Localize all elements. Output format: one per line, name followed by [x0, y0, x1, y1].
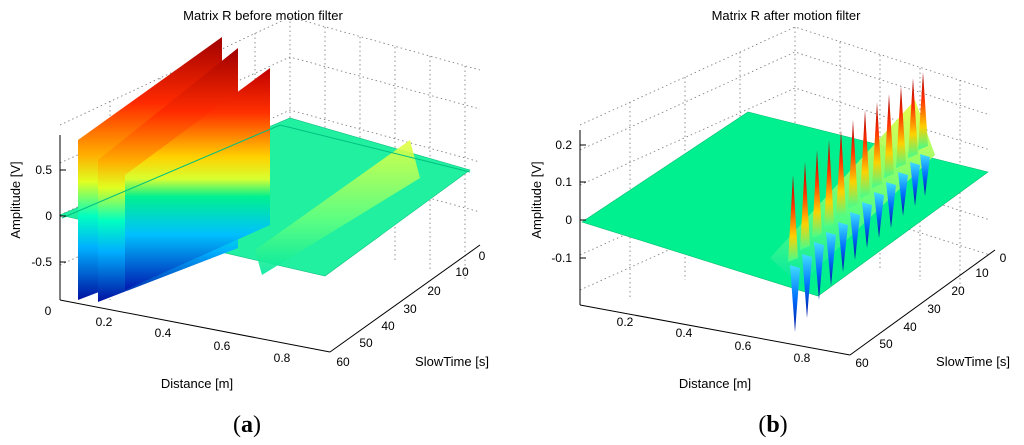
spike-up: [788, 175, 798, 262]
y-tick-label: 50: [879, 337, 893, 351]
spike-up: [812, 150, 822, 238]
x-axis-label: Distance [m]: [679, 376, 751, 391]
y-tick-label: 60: [336, 355, 350, 369]
y-axis-label: SlowTime [s]: [415, 354, 489, 369]
y-tick-label: 40: [903, 320, 917, 334]
y-tick-label: 50: [359, 336, 373, 350]
y-tick-label: 20: [951, 284, 965, 298]
x-ticks: 0.2 0.4 0.6 0.8: [617, 315, 811, 365]
spike-down: [920, 154, 930, 196]
spike-up: [872, 102, 882, 188]
x-tick-label: 0: [45, 304, 52, 318]
spike-down: [826, 232, 836, 286]
axes: [579, 130, 996, 356]
spike-down: [790, 265, 800, 332]
x-tick-label: 0.4: [676, 326, 693, 340]
surface-a: [59, 37, 471, 302]
z-tick-label: 0.2: [555, 138, 572, 152]
spike-up: [918, 72, 928, 150]
z-ticks: 0.2 0.1 0 -0.1: [551, 138, 586, 265]
y-tick-label: 40: [381, 319, 395, 333]
z-tick-label: -0.1: [551, 251, 572, 265]
y-tick-label: 30: [927, 302, 941, 316]
surface-b: [581, 72, 989, 332]
y-tick-label: 20: [427, 284, 441, 298]
panel-label-a: (a): [233, 412, 261, 438]
z-ticks: 0.5 0 -0.5: [31, 163, 66, 269]
x-tick-label: 0.2: [617, 315, 634, 329]
panel-label-b: (b): [758, 412, 787, 438]
spike-down: [862, 202, 872, 248]
x-axis-label: Distance [m]: [161, 376, 233, 391]
spike-up: [836, 130, 846, 218]
panel-b: Matrix R after motion filter: [529, 8, 1010, 438]
panel-a: Matrix R before motion filter: [8, 8, 489, 438]
y-ticks: 0 10 20 30 40 50 60: [855, 251, 1006, 370]
x-tick-label: 0.4: [155, 326, 172, 340]
x-ticks: 0 0.2 0.4 0.6 0.8: [45, 304, 291, 365]
z-axis-label: Amplitude [V]: [8, 161, 23, 238]
z-tick-label: 0.1: [555, 175, 572, 189]
x-tick-label: 0.2: [96, 315, 113, 329]
spike-up: [848, 120, 858, 208]
spike-up: [908, 78, 918, 158]
surface-ridge: [255, 140, 420, 275]
surface-wall: [125, 68, 270, 290]
y-tick-label: 0: [479, 249, 486, 263]
spike-down: [874, 192, 884, 238]
spike-down: [886, 182, 896, 228]
z-tick-label: -0.5: [31, 255, 52, 269]
spike-up: [860, 110, 870, 198]
y-tick-label: 0: [1000, 251, 1007, 265]
spike-up: [896, 86, 906, 168]
spike-down: [814, 242, 824, 300]
y-tick-label: 60: [855, 356, 869, 370]
spike-down: [838, 222, 848, 272]
chart-title: Matrix R after motion filter: [712, 8, 861, 23]
x-tick-label: 0.6: [735, 339, 752, 353]
spike-up: [824, 140, 834, 228]
chart-title: Matrix R before motion filter: [183, 8, 343, 23]
spike-down: [898, 172, 908, 216]
y-ticks: 0 10 20 30 40 50 60: [336, 249, 485, 369]
spike-down: [910, 162, 920, 206]
spike-up: [884, 94, 894, 178]
axes: [59, 135, 481, 353]
y-tick-label: 10: [455, 265, 469, 279]
x-tick-label: 0.6: [214, 339, 231, 353]
x-tick-label: 0.8: [794, 351, 811, 365]
y-axis-label: SlowTime [s]: [936, 354, 1010, 369]
x-tick-label: 0.8: [274, 351, 291, 365]
z-tick-label: 0: [565, 213, 572, 227]
spike-up: [800, 162, 810, 250]
spike-down: [802, 254, 812, 318]
spike-down: [850, 212, 860, 260]
z-tick-label: 0: [45, 209, 52, 223]
z-tick-label: 0.5: [35, 163, 52, 177]
y-tick-label: 10: [975, 266, 989, 280]
spikes: [788, 72, 930, 332]
z-axis-label: Amplitude [V]: [529, 161, 544, 238]
y-tick-label: 30: [403, 302, 417, 316]
